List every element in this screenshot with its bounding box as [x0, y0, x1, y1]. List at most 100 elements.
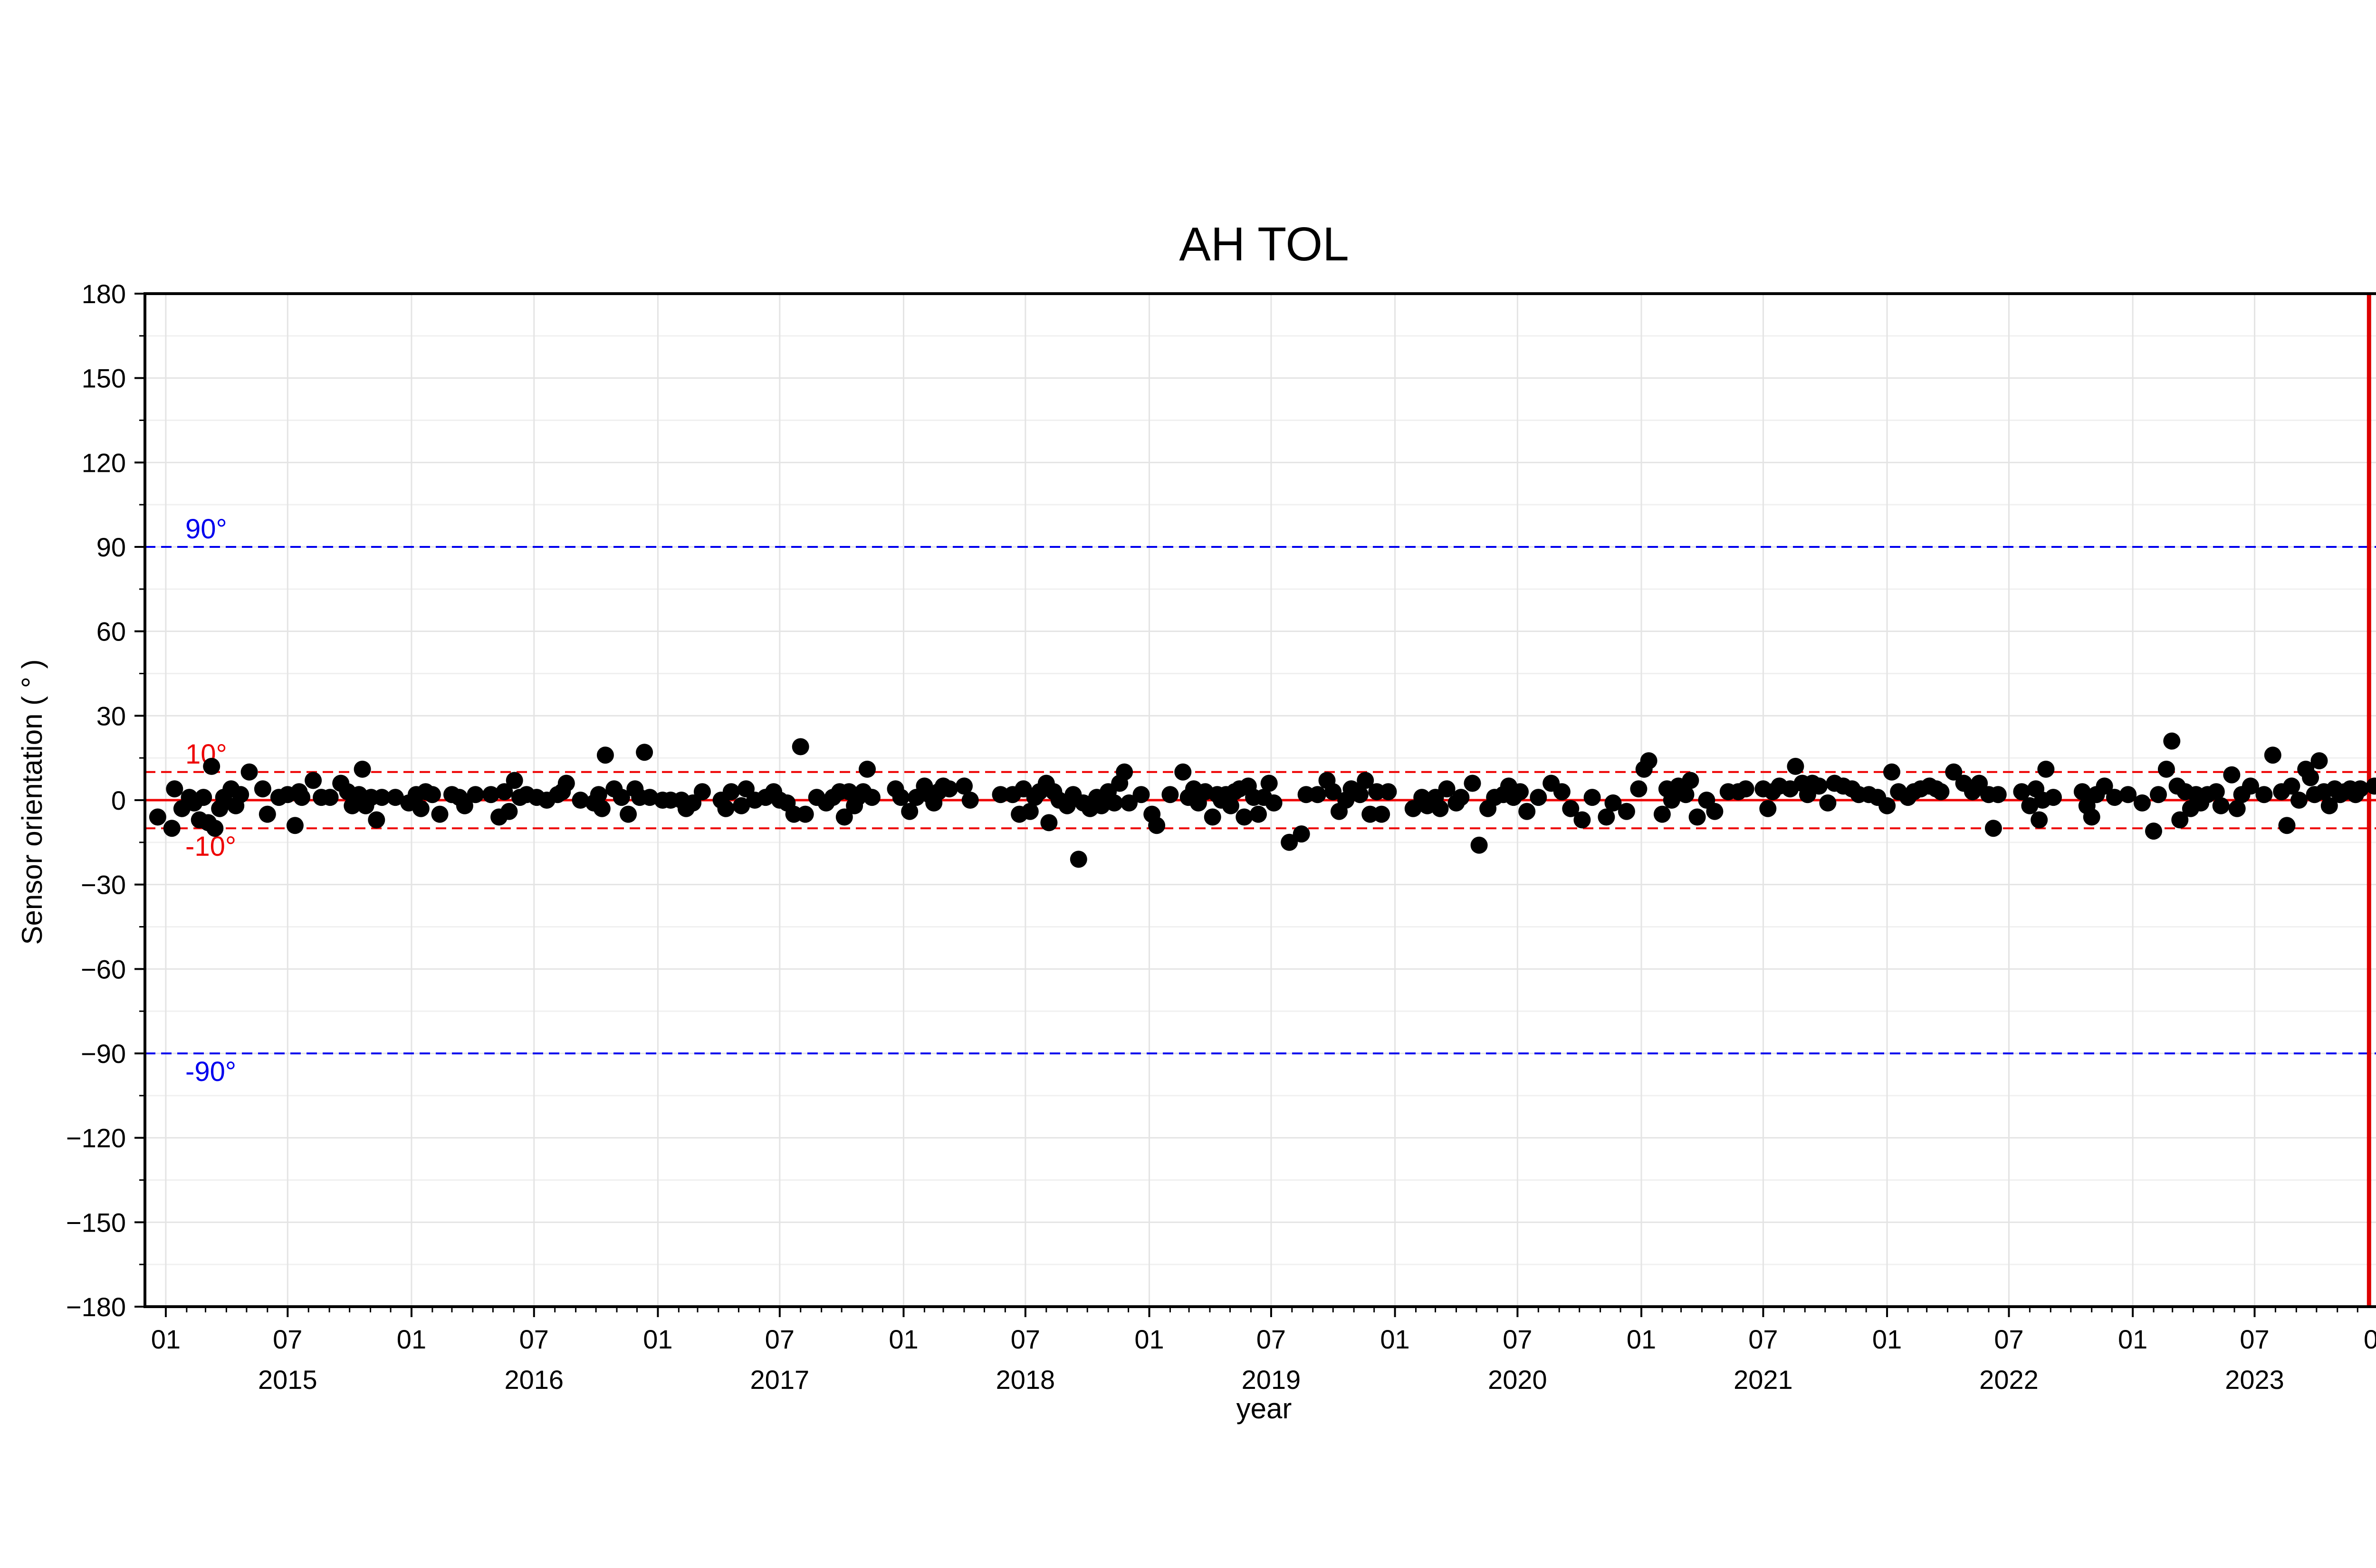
- x-year-label: 2015: [258, 1365, 317, 1395]
- data-point: [2223, 766, 2241, 784]
- data-point: [1070, 851, 1087, 868]
- data-point: [641, 789, 659, 806]
- data-point: [2073, 783, 2091, 801]
- x-year-label: 2021: [1734, 1365, 1793, 1395]
- data-point: [412, 800, 430, 817]
- data-point: [961, 792, 979, 809]
- data-point: [305, 772, 322, 789]
- data-point: [1260, 774, 1278, 792]
- data-point: [1021, 803, 1039, 820]
- data-point: [596, 746, 614, 764]
- y-tick-label: 90: [96, 532, 126, 562]
- data-point: [2320, 797, 2338, 814]
- x-tick-label: 07: [2240, 1324, 2269, 1354]
- y-tick-label: −180: [66, 1292, 126, 1322]
- data-point: [321, 789, 339, 806]
- data-point: [1653, 805, 1671, 823]
- x-year-label: 2023: [2225, 1365, 2284, 1395]
- data-point: [206, 820, 224, 837]
- x-tick-label: 01: [2118, 1324, 2147, 1354]
- y-tick-label: −60: [81, 954, 126, 984]
- x-tick-label: 01: [2364, 1324, 2376, 1354]
- data-point: [163, 820, 181, 837]
- data-point: [2255, 786, 2273, 803]
- x-tick-label: 01: [1134, 1324, 1164, 1354]
- data-point: [1583, 789, 1601, 806]
- data-point: [1464, 774, 1481, 792]
- data-point: [792, 738, 809, 755]
- data-point: [1932, 783, 1950, 801]
- data-point: [1663, 792, 1680, 809]
- data-point: [2145, 822, 2162, 840]
- data-point: [1431, 800, 1449, 817]
- data-point: [733, 797, 750, 814]
- data-point: [1438, 780, 1456, 798]
- data-point: [1640, 752, 1657, 770]
- data-point: [1116, 763, 1133, 781]
- data-point: [859, 760, 876, 778]
- data-point: [1236, 808, 1253, 826]
- data-point: [2096, 777, 2113, 795]
- y-tick-label: 0: [111, 785, 126, 815]
- data-point: [286, 817, 304, 834]
- x-tick-label: 01: [397, 1324, 426, 1354]
- data-point: [1688, 808, 1706, 826]
- data-point: [2150, 786, 2167, 803]
- data-point: [992, 786, 1009, 803]
- x-tick-label: 07: [519, 1324, 549, 1354]
- data-point: [1989, 786, 2007, 803]
- data-point: [2351, 780, 2369, 798]
- x-tick-label: 01: [1380, 1324, 1409, 1354]
- data-point: [1092, 797, 1110, 814]
- data-point: [620, 805, 637, 823]
- data-point: [1324, 783, 1342, 801]
- reference-line-label: -10°: [185, 831, 236, 862]
- y-tick-label: 30: [96, 701, 126, 731]
- data-point: [254, 780, 271, 798]
- y-tick-label: −150: [66, 1207, 126, 1237]
- y-axis-title: Sensor orientation ( ° ): [16, 660, 48, 945]
- reference-line-label: -90°: [185, 1056, 236, 1087]
- data-point: [2366, 777, 2376, 795]
- data-point: [2228, 800, 2246, 817]
- data-point: [901, 803, 919, 820]
- data-point: [2106, 789, 2123, 806]
- data-point: [1174, 763, 1192, 781]
- data-point: [796, 805, 814, 823]
- data-point: [1604, 794, 1622, 812]
- data-point: [1281, 833, 1298, 851]
- y-tick-label: −30: [81, 870, 126, 900]
- x-tick-label: 01: [643, 1324, 672, 1354]
- data-point: [684, 794, 702, 812]
- x-year-label: 2022: [1979, 1365, 2039, 1395]
- data-point: [293, 789, 311, 806]
- y-tick-label: 120: [82, 448, 126, 478]
- data-point: [557, 774, 575, 792]
- data-point: [2290, 792, 2308, 809]
- data-point: [1309, 786, 1326, 803]
- data-point: [2119, 786, 2137, 803]
- x-tick-label: 01: [1872, 1324, 1902, 1354]
- data-point: [1250, 805, 1267, 823]
- data-point: [1759, 800, 1777, 817]
- x-year-label: 2018: [996, 1365, 1055, 1395]
- data-point: [2302, 769, 2319, 786]
- data-point: [423, 786, 441, 803]
- data-points: [149, 732, 2376, 868]
- x-tick-label: 01: [1627, 1324, 1656, 1354]
- data-point: [1373, 805, 1390, 823]
- data-point: [2045, 789, 2062, 806]
- data-point: [593, 800, 611, 817]
- y-tick-label: −90: [81, 1039, 126, 1069]
- data-point: [354, 760, 371, 778]
- data-point: [1518, 803, 1536, 820]
- x-tick-label: 07: [765, 1324, 795, 1354]
- data-point: [456, 797, 473, 814]
- data-point: [1945, 763, 1963, 781]
- data-point: [1161, 786, 1179, 803]
- data-point: [1971, 774, 1988, 792]
- data-point: [2031, 811, 2048, 829]
- data-point: [2310, 752, 2328, 770]
- data-point: [195, 789, 212, 806]
- data-point: [1598, 808, 1615, 826]
